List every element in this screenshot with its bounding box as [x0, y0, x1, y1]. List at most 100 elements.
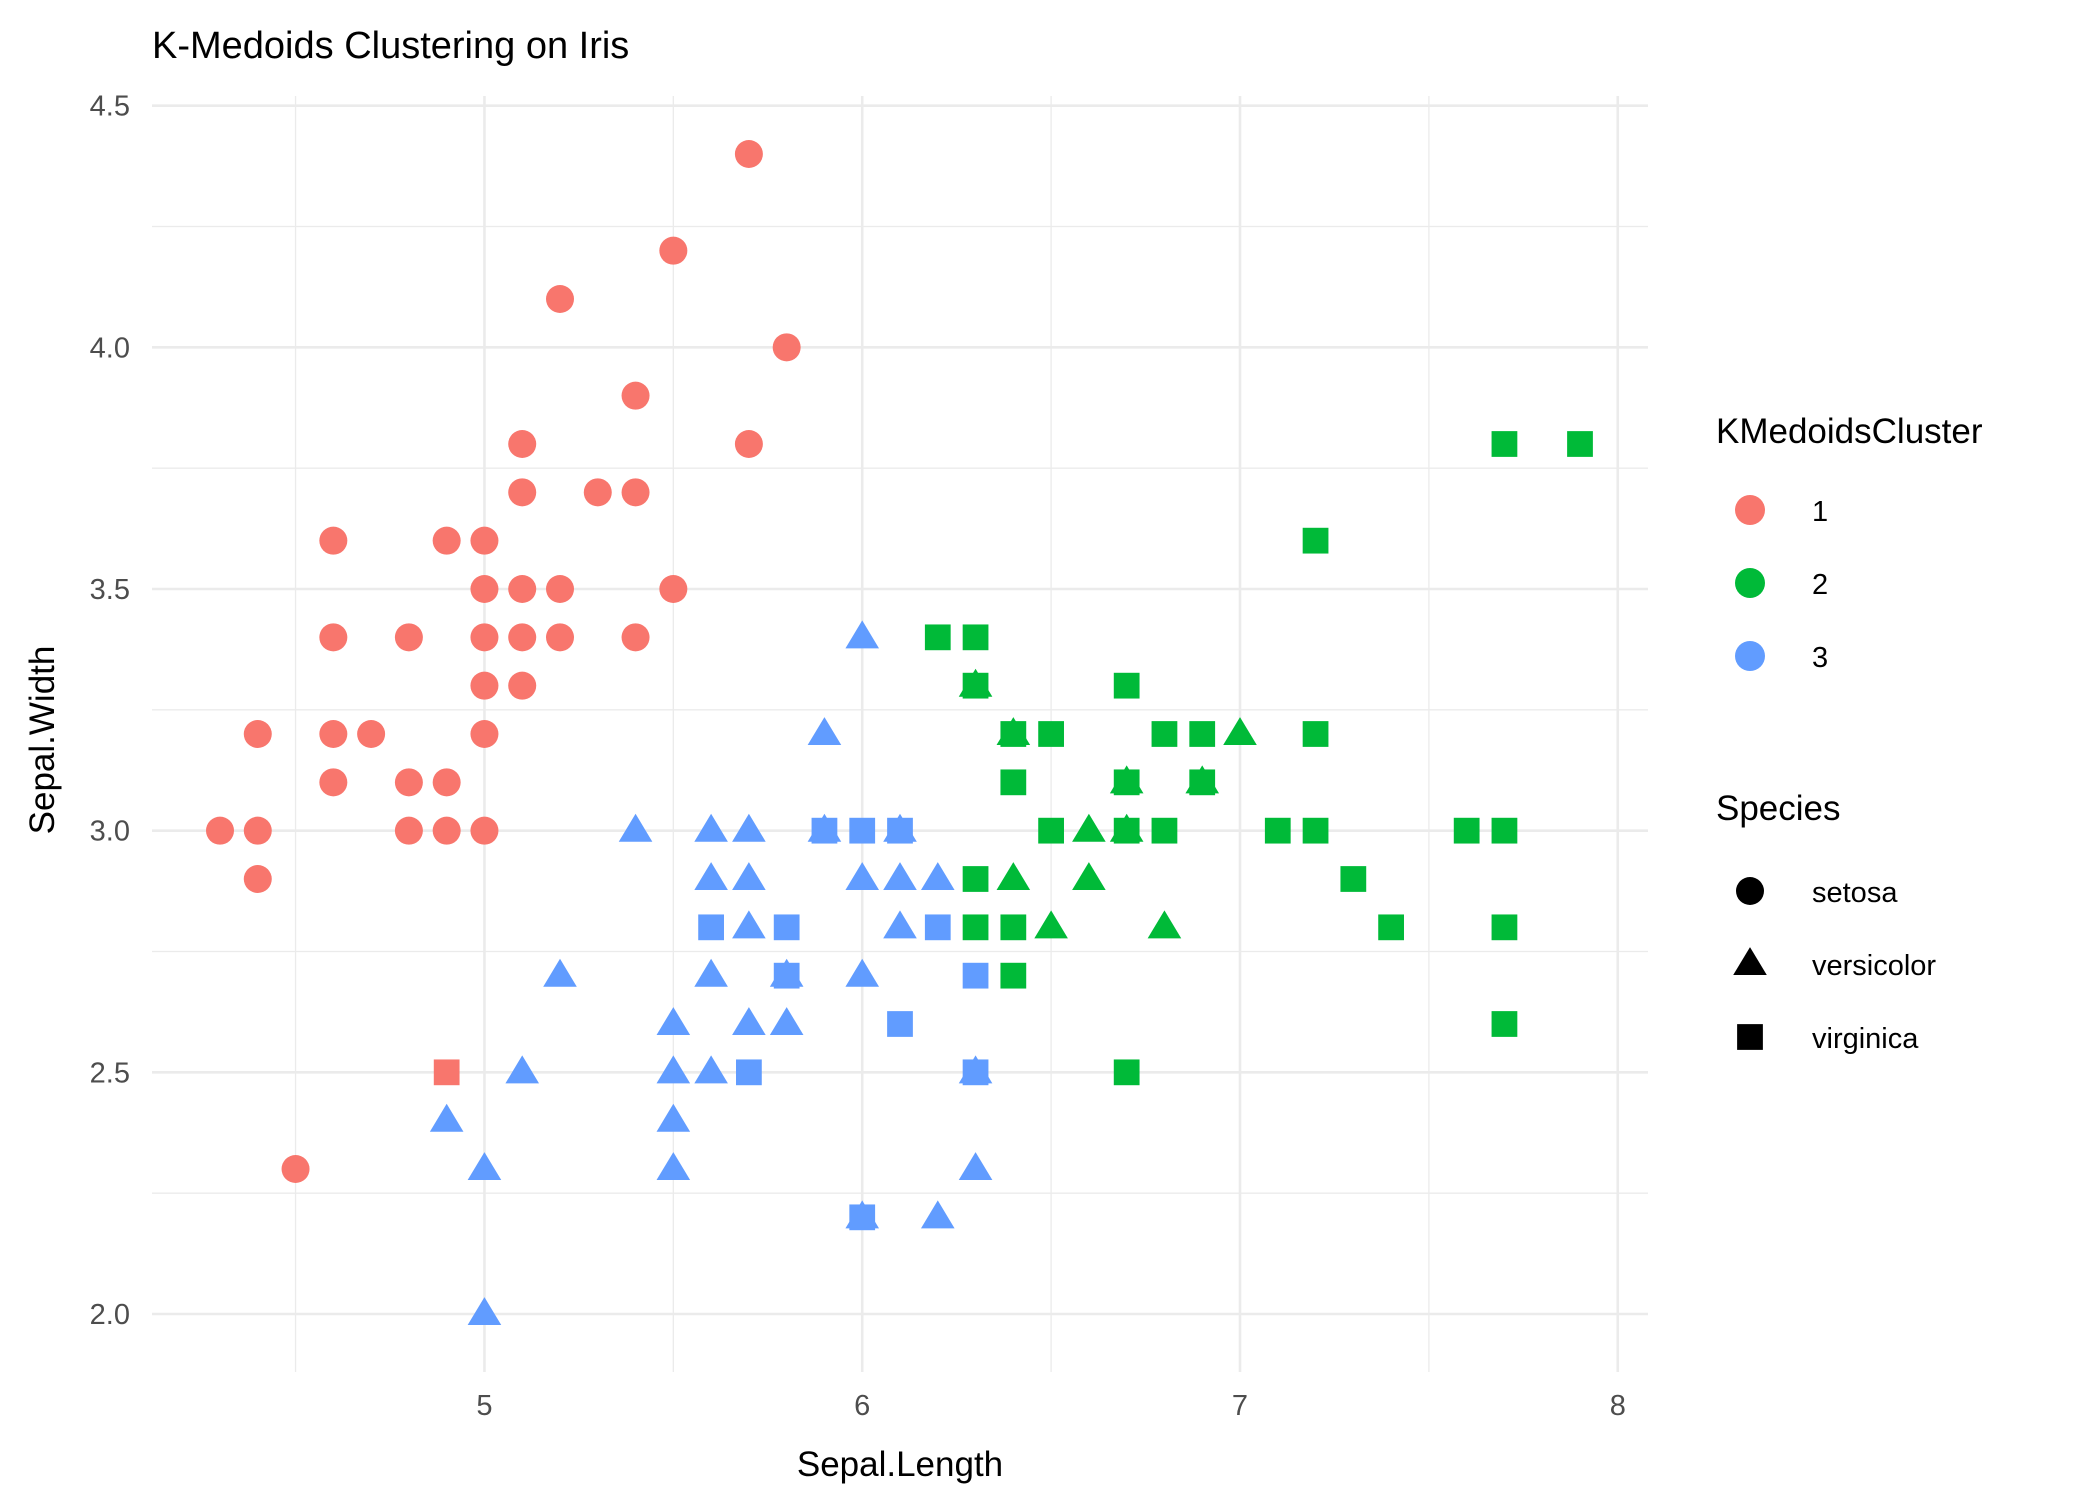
- x-axis-ticks: 5 6 7 8: [476, 1390, 1625, 1422]
- data-point: [621, 381, 650, 410]
- data-point: [543, 958, 577, 987]
- data-point: [887, 1011, 913, 1037]
- data-point: [1223, 717, 1257, 746]
- legend-title-species: Species: [1716, 789, 1841, 828]
- data-point: [433, 1059, 460, 1086]
- data-point: [432, 816, 461, 845]
- y-axis-title: Sepal.Width: [23, 646, 62, 835]
- data-point: [394, 768, 423, 797]
- data-point: [659, 236, 688, 265]
- data-point: [508, 478, 537, 507]
- data-point: [1000, 769, 1027, 796]
- data-point: [694, 1055, 728, 1084]
- data-point: [1378, 914, 1404, 941]
- data-point: [319, 768, 348, 797]
- data-point: [467, 1152, 502, 1181]
- data-point: [467, 1297, 502, 1326]
- data-point: [962, 1059, 989, 1086]
- data-point: [845, 958, 880, 987]
- data-point: [1491, 817, 1518, 844]
- data-point: [357, 720, 386, 748]
- legend-key-species: [1737, 1024, 1763, 1050]
- data-point: [470, 816, 499, 845]
- data-point: [1302, 527, 1329, 554]
- data-point: [394, 623, 423, 652]
- data-point: [883, 862, 917, 891]
- data-point: [470, 526, 499, 555]
- data-point: [656, 1055, 691, 1084]
- data-point: [1189, 721, 1216, 747]
- data-point: [546, 575, 574, 603]
- legend-title-cluster: KMedoidsCluster: [1716, 412, 1983, 451]
- data-point: [508, 430, 537, 458]
- data-point: [1038, 721, 1064, 747]
- data-point: [1072, 813, 1106, 842]
- data-point: [958, 1152, 993, 1181]
- data-point: [732, 813, 766, 842]
- data-point: [694, 958, 728, 987]
- data-point: [924, 624, 951, 651]
- data-point: [887, 817, 913, 844]
- data-point: [962, 672, 989, 699]
- data-point: [845, 620, 880, 649]
- data-point: [281, 1155, 310, 1183]
- legend-label-species: setosa: [1812, 877, 1898, 909]
- data-point: [736, 1059, 762, 1086]
- data-point: [698, 914, 724, 941]
- data-point: [659, 575, 688, 603]
- data-point: [656, 1103, 691, 1132]
- data-point: [1113, 672, 1140, 699]
- data-point: [962, 962, 989, 989]
- legend-key-cluster: [1735, 641, 1765, 671]
- legend-label-species: versicolor: [1812, 950, 1936, 982]
- data-point: [1264, 817, 1291, 844]
- legend-key-cluster: [1735, 568, 1765, 598]
- data-point: [694, 813, 728, 842]
- data-point: [656, 1007, 691, 1036]
- data-point: [1000, 962, 1027, 989]
- data-point: [394, 816, 423, 845]
- data-point: [849, 1204, 876, 1231]
- data-point: [883, 910, 917, 939]
- data-point: [1340, 866, 1367, 892]
- data-point: [694, 862, 728, 891]
- data-point: [1491, 914, 1518, 941]
- y-tick-label: 4.0: [90, 332, 130, 364]
- y-tick-label: 2.5: [90, 1057, 130, 1089]
- legend-key-species: [1736, 877, 1764, 905]
- x-axis-title: Sepal.Length: [797, 1445, 1003, 1484]
- data-point: [243, 720, 272, 748]
- data-point: [243, 816, 272, 845]
- data-point: [508, 623, 537, 652]
- data-point: [546, 623, 574, 652]
- y-axis-ticks: 2.0 2.5 3.0 3.5 4.0 4.5: [90, 91, 130, 1331]
- legend: KMedoidsCluster 1 2 3 Species setosa versicolo…: [1716, 412, 1983, 1055]
- data-point: [807, 717, 842, 746]
- data-point: [962, 624, 989, 651]
- data-point: [546, 285, 574, 313]
- y-tick-label: 3.5: [90, 574, 130, 606]
- x-tick-label: 7: [1232, 1390, 1248, 1422]
- legend-label-cluster: 1: [1812, 496, 1828, 528]
- data-point: [319, 526, 348, 555]
- data-point: [920, 862, 955, 891]
- data-point: [1072, 862, 1106, 891]
- data-point: [962, 866, 989, 892]
- data-point: [1147, 910, 1182, 939]
- legend-key-cluster: [1735, 495, 1765, 525]
- data-point: [732, 1007, 766, 1036]
- y-tick-label: 4.5: [90, 91, 130, 123]
- grid: [152, 96, 1648, 1372]
- data-point: [505, 1055, 540, 1084]
- data-point: [1302, 721, 1329, 747]
- y-tick-label: 2.0: [90, 1299, 130, 1331]
- data-point: [319, 720, 348, 748]
- y-tick-label: 3.0: [90, 816, 130, 848]
- data-point: [732, 910, 766, 939]
- data-point: [849, 817, 876, 844]
- x-tick-label: 5: [476, 1390, 492, 1422]
- legend-label-cluster: 3: [1812, 642, 1828, 674]
- data-point: [470, 671, 499, 700]
- data-point: [432, 526, 461, 555]
